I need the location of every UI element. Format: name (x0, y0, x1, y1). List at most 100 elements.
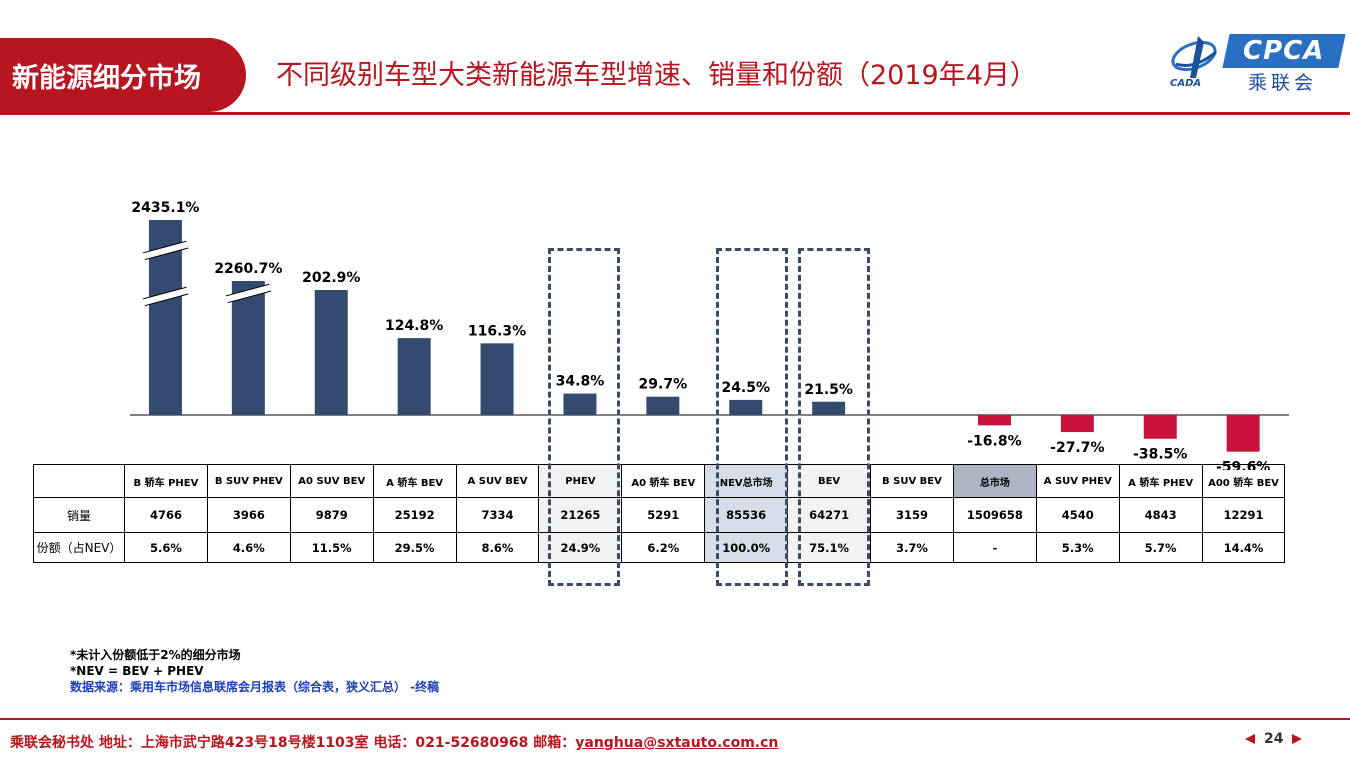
footnote-share: *未计入份额低于2%的细分市场 (70, 648, 241, 662)
table-cell-sales: 25192 (372, 497, 457, 533)
table-cell-share: 29.5% (372, 532, 457, 563)
page-navigator: 24 (1244, 731, 1303, 747)
table-header-cell: BEV (787, 464, 872, 498)
header-divider (0, 112, 1350, 115)
bar-8 (812, 401, 846, 415)
axis-break-gap-0-0 (142, 241, 189, 260)
table-cell-share: 8.6% (455, 532, 540, 563)
data-source-note: 数据来源：乘用车市场信息联席会月报表（综合表，狭义汇总） -终稿 (70, 680, 440, 694)
table-cell-share: 3.7% (870, 532, 954, 563)
bar-5 (563, 393, 597, 415)
axis-break-line-b-0-1 (144, 293, 189, 307)
table-cell-sales: 3966 (206, 497, 291, 533)
table-header-cell: PHEV (538, 464, 623, 498)
table-cell-share: 14.4% (1201, 532, 1286, 563)
bar-10 (977, 415, 1011, 426)
axis-break-line-a-0-0 (142, 240, 187, 254)
data-label-3: 124.8% (385, 318, 443, 334)
table-cell-sales: 4540 (1035, 497, 1120, 533)
data-label-1: 2260.7% (214, 261, 282, 277)
table-cell-sales: 4766 (124, 497, 208, 533)
cada-emblem-icon (1171, 36, 1217, 78)
table-cell-share: 5.6% (124, 532, 208, 563)
bar-7 (729, 399, 763, 415)
data-label-4: 116.3% (468, 323, 526, 339)
page-title: 不同级别车型大类新能源车型增速、销量和份额（2019年4月） (276, 60, 1037, 91)
table-cell-share: 75.1% (787, 532, 872, 563)
section-tag: 新能源细分市场 (0, 38, 246, 112)
triangle-left-icon[interactable] (1244, 733, 1256, 745)
table-cell-sales: 3159 (870, 497, 954, 533)
table-cell-share: 100.0% (704, 532, 789, 563)
table-cell-sales: 21265 (538, 497, 623, 533)
table-cell-share: 5.7% (1118, 532, 1203, 563)
bar-12 (1143, 415, 1177, 439)
bar-1 (231, 281, 265, 415)
data-label-2: 202.9% (302, 270, 360, 286)
table-header-cell: A00 轿车 BEV (1201, 464, 1286, 498)
table-header-cell: A 轿车 PHEV (1118, 464, 1203, 498)
table-cell-share: 5.3% (1035, 532, 1120, 563)
table-cell-sales: 7334 (455, 497, 540, 533)
axis-break-line-b-0-0 (144, 247, 189, 261)
table-corner-cell (33, 464, 125, 498)
bar-11 (1060, 415, 1094, 433)
table-row-label: 份额（占NEV） (33, 532, 125, 563)
footnote-nev-definition: *NEV = BEV + PHEV (70, 664, 204, 678)
page-number: 24 (1264, 731, 1284, 747)
axis-break-gap-1-0 (225, 284, 272, 303)
table-cell-share: 11.5% (289, 532, 374, 563)
table-header-cell: A SUV BEV (455, 464, 540, 498)
footer-address: 乘联会秘书处 地址：上海市武宁路423号18号楼1103室 电话：021-526… (10, 735, 576, 751)
footnotes: *未计入份额低于2%的细分市场 *NEV = BEV + PHEV 数据来源：乘… (70, 647, 439, 695)
axis-break-line-a-1-0 (225, 283, 270, 297)
cpca-chinese-name: 乘联会 (1248, 72, 1318, 94)
table-header-cell: A0 SUV BEV (289, 464, 374, 498)
bar-3 (397, 338, 431, 415)
data-label-6: 29.7% (639, 377, 688, 393)
table-cell-sales: 64271 (787, 497, 872, 533)
table-row-share: 份额（占NEV） 5.6% 4.6% 11.5% 29.5% 8.6% 24.9% 6.2% 1… (33, 532, 1286, 563)
data-label-0: 2435.1% (131, 200, 199, 216)
table-cell-sales: 5291 (621, 497, 706, 533)
data-label-11: -27.7% (1050, 440, 1104, 456)
table-cell-share: 24.9% (538, 532, 623, 563)
data-label-12: -38.5% (1133, 447, 1187, 463)
data-label-10: -16.8% (967, 433, 1021, 449)
bar-6 (646, 396, 680, 415)
data-table: B 轿车 PHEV B SUV PHEV A0 SUV BEV A 轿车 BEV A S… (33, 464, 1286, 563)
table-cell-share: - (952, 532, 1037, 563)
table-header-row: B 轿车 PHEV B SUV PHEV A0 SUV BEV A 轿车 BEV A S… (33, 464, 1286, 498)
table-cell-sales: 1509658 (952, 497, 1037, 533)
growth-bar-chart: 2435.1% 2260.7% 202.9% 124.8% 116.3% 34.8% 29.… (130, 200, 1289, 470)
bar-2 (314, 290, 348, 415)
cpca-logo: CADA CPCA 乘联会 (1168, 34, 1346, 94)
table-cell-sales: 85536 (704, 497, 789, 533)
table-header-cell: B SUV BEV (870, 464, 954, 498)
data-label-8: 21.5% (804, 382, 853, 398)
table-cell-sales: 12291 (1201, 497, 1286, 533)
footer-email-link[interactable]: yanghua@sxtauto.com.cn (575, 735, 779, 751)
table-header-cell: NEV总市场 (704, 464, 789, 498)
footer-contact: 乘联会秘书处 地址：上海市武宁路423号18号楼1103室 电话：021-526… (10, 732, 778, 752)
table-cell-sales: 4843 (1118, 497, 1203, 533)
table-header-cell: B SUV PHEV (206, 464, 291, 498)
axis-break-gap-0-1 (142, 287, 189, 306)
table-cell-share: 4.6% (206, 532, 291, 563)
table-header-cell: 总市场 (952, 464, 1037, 498)
table-row-label: 销量 (33, 497, 125, 533)
table-header-cell: A SUV PHEV (1035, 464, 1120, 498)
triangle-right-icon[interactable] (1291, 733, 1303, 745)
data-label-5: 34.8% (556, 374, 605, 390)
table-cell-sales: 9879 (289, 497, 374, 533)
bar-4 (480, 343, 514, 415)
table-cell-share: 6.2% (621, 532, 706, 563)
bar-13 (1226, 415, 1260, 452)
section-tag-label: 新能源细分市场 (12, 62, 201, 94)
axis-break-line-b-1-0 (227, 290, 272, 304)
table-header-cell: A 轿车 BEV (372, 464, 457, 498)
data-label-7: 24.5% (721, 380, 770, 396)
table-header-cell: B 轿车 PHEV (124, 464, 208, 498)
axis-break-line-a-0-1 (142, 286, 187, 300)
table-header-cell: A0 轿车 BEV (621, 464, 706, 498)
